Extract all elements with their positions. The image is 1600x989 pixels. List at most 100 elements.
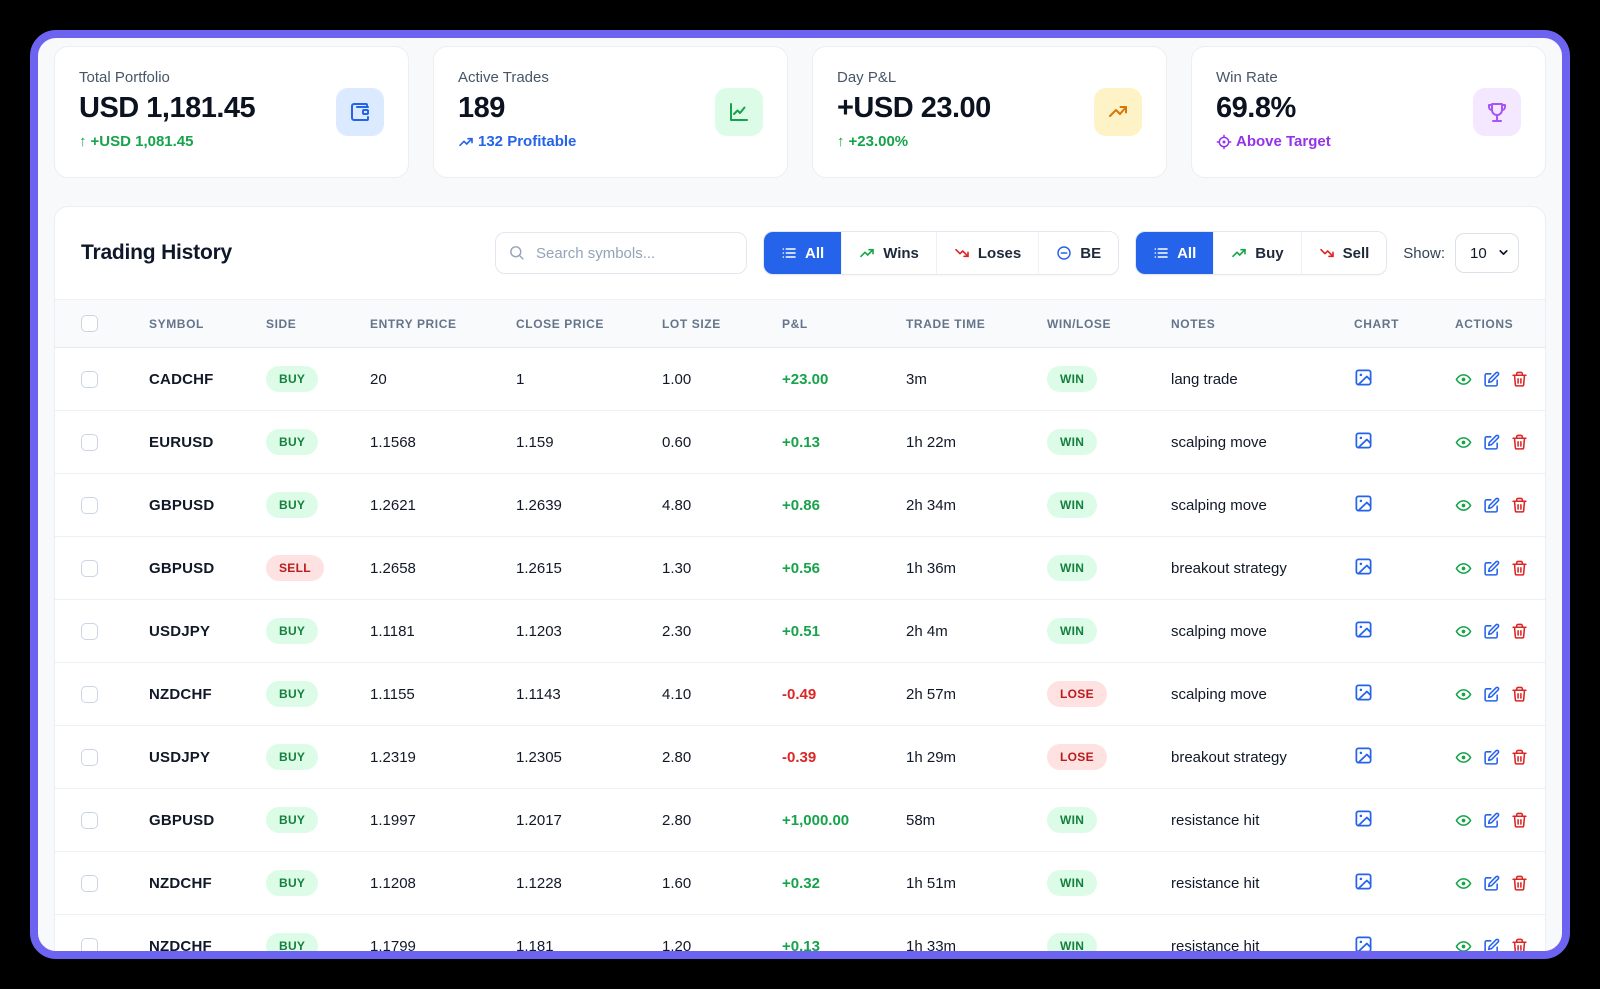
view-button[interactable] xyxy=(1455,560,1472,577)
delete-button[interactable] xyxy=(1511,371,1528,388)
edit-button[interactable] xyxy=(1483,623,1500,640)
edit-button[interactable] xyxy=(1483,434,1500,451)
symbol-cell: GBPUSD xyxy=(149,536,266,600)
edit-button[interactable] xyxy=(1483,812,1500,829)
trash-icon xyxy=(1512,560,1527,576)
filter-buy[interactable]: Buy xyxy=(1213,232,1301,274)
lot-size-cell: 1.00 xyxy=(662,347,782,411)
view-button[interactable] xyxy=(1455,686,1472,703)
delete-button[interactable] xyxy=(1511,749,1528,766)
view-chart-button[interactable] xyxy=(1354,872,1373,894)
view-button[interactable] xyxy=(1455,497,1472,514)
view-button[interactable] xyxy=(1455,371,1472,388)
result-badge: LOSE xyxy=(1047,681,1107,707)
row-checkbox[interactable] xyxy=(81,748,98,766)
row-checkbox[interactable] xyxy=(81,370,98,388)
col-entry-price: Entry Price xyxy=(370,299,516,348)
view-button[interactable] xyxy=(1455,875,1472,892)
eye-icon xyxy=(1455,373,1472,385)
close-price-cell: 1.2305 xyxy=(516,725,662,789)
edit-button[interactable] xyxy=(1483,875,1500,892)
edit-icon xyxy=(1484,686,1500,702)
row-actions xyxy=(1455,434,1537,451)
row-checkbox[interactable] xyxy=(81,433,98,451)
result-badge: WIN xyxy=(1047,555,1098,581)
row-checkbox[interactable] xyxy=(81,685,98,703)
page-size-select[interactable]: 10 xyxy=(1455,233,1519,273)
row-checkbox[interactable] xyxy=(81,622,98,640)
stat-label: Total Portfolio xyxy=(79,69,170,86)
close-price-cell: 1.2017 xyxy=(516,788,662,852)
result-filter-group: All Wins Loses xyxy=(763,231,1120,275)
delete-button[interactable] xyxy=(1511,497,1528,514)
edit-button[interactable] xyxy=(1483,749,1500,766)
view-chart-button[interactable] xyxy=(1354,935,1373,951)
filter-all-sides[interactable]: All xyxy=(1136,232,1214,274)
app-window: Total Portfolio USD 1,181.45 ↑ +USD 1,08… xyxy=(30,30,1570,959)
symbol-cell: GBPUSD xyxy=(149,788,266,852)
table-row: GBPUSD SELL 1.2658 1.2615 1.30 +0.56 1h … xyxy=(55,536,1545,600)
stat-label: Win Rate xyxy=(1216,69,1278,86)
edit-button[interactable] xyxy=(1483,497,1500,514)
view-button[interactable] xyxy=(1455,749,1472,766)
delete-button[interactable] xyxy=(1511,938,1528,951)
trophy-icon xyxy=(1473,88,1521,136)
view-chart-button[interactable] xyxy=(1354,620,1373,642)
delete-button[interactable] xyxy=(1511,686,1528,703)
filter-loses[interactable]: Loses xyxy=(935,232,1039,274)
view-chart-button[interactable] xyxy=(1354,494,1373,516)
delete-button[interactable] xyxy=(1511,875,1528,892)
result-badge: WIN xyxy=(1047,807,1098,833)
lot-size-cell: 2.30 xyxy=(662,599,782,663)
col-win-lose: Win/Lose xyxy=(1047,299,1171,348)
edit-button[interactable] xyxy=(1483,938,1500,951)
filter-sell[interactable]: Sell xyxy=(1300,232,1387,274)
delete-button[interactable] xyxy=(1511,560,1528,577)
edit-icon xyxy=(1484,497,1500,513)
edit-button[interactable] xyxy=(1483,686,1500,703)
view-button[interactable] xyxy=(1455,434,1472,451)
view-button[interactable] xyxy=(1455,623,1472,640)
side-badge: BUY xyxy=(266,744,319,770)
panel-header: Trading History All xyxy=(55,207,1545,299)
filter-wins[interactable]: Wins xyxy=(841,232,936,274)
show-label: Show: xyxy=(1403,244,1445,262)
pnl-value: +0.13 xyxy=(782,937,820,955)
view-chart-button[interactable] xyxy=(1354,746,1373,768)
symbol-cell: CADCHF xyxy=(149,347,266,411)
table-controls: All Wins Loses xyxy=(495,231,1519,275)
row-checkbox[interactable] xyxy=(81,937,98,951)
row-checkbox[interactable] xyxy=(81,811,98,829)
row-checkbox[interactable] xyxy=(81,496,98,514)
filter-breakeven[interactable]: BE xyxy=(1038,232,1119,274)
edit-icon xyxy=(1484,749,1500,765)
view-button[interactable] xyxy=(1455,812,1472,829)
filter-all-results[interactable]: All xyxy=(764,232,842,274)
stat-value: +USD 23.00 xyxy=(837,92,991,124)
lot-size-cell: 4.10 xyxy=(662,662,782,726)
search-input[interactable] xyxy=(495,232,748,274)
symbol-cell: NZDCHF xyxy=(149,662,266,726)
view-button[interactable] xyxy=(1455,938,1472,951)
select-all-checkbox[interactable] xyxy=(81,315,98,332)
edit-button[interactable] xyxy=(1483,560,1500,577)
row-checkbox[interactable] xyxy=(81,559,98,577)
delete-button[interactable] xyxy=(1511,623,1528,640)
close-price-cell: 1.181 xyxy=(516,914,662,951)
view-chart-button[interactable] xyxy=(1354,431,1373,453)
view-chart-button[interactable] xyxy=(1354,809,1373,831)
row-actions xyxy=(1455,686,1537,703)
side-badge: BUY xyxy=(266,807,319,833)
view-chart-button[interactable] xyxy=(1354,683,1373,705)
symbol-cell: EURUSD xyxy=(149,410,266,474)
notes-cell: scalping move xyxy=(1171,473,1354,537)
view-chart-button[interactable] xyxy=(1354,368,1373,390)
stat-card-total-portfolio: Total Portfolio USD 1,181.45 ↑ +USD 1,08… xyxy=(54,46,409,178)
delete-button[interactable] xyxy=(1511,812,1528,829)
table-row: USDJPY BUY 1.2319 1.2305 2.80 -0.39 1h 2… xyxy=(55,725,1545,789)
delete-button[interactable] xyxy=(1511,434,1528,451)
row-checkbox[interactable] xyxy=(81,874,98,892)
edit-button[interactable] xyxy=(1483,371,1500,388)
view-chart-button[interactable] xyxy=(1354,557,1373,579)
row-actions xyxy=(1455,812,1537,829)
